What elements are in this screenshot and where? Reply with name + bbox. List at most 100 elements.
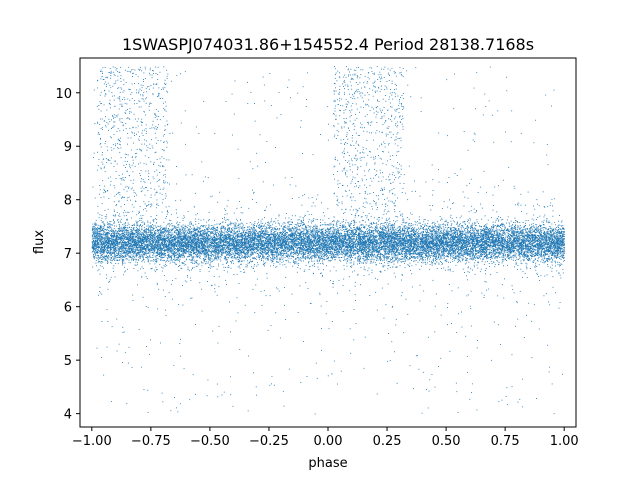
data-point xyxy=(345,226,347,227)
data-point xyxy=(457,232,459,234)
data-point xyxy=(124,235,126,237)
data-point xyxy=(171,258,173,260)
data-point xyxy=(363,250,365,252)
data-point xyxy=(308,229,310,230)
data-point xyxy=(514,224,516,226)
data-point xyxy=(517,249,519,250)
data-point xyxy=(233,252,235,254)
data-point xyxy=(207,253,208,255)
data-point xyxy=(447,240,448,242)
data-point xyxy=(184,252,186,254)
data-point xyxy=(150,245,152,247)
data-point xyxy=(393,234,395,236)
data-point xyxy=(451,203,453,204)
data-point xyxy=(490,235,492,237)
data-point xyxy=(213,243,215,245)
data-point xyxy=(366,233,368,235)
data-point xyxy=(272,255,274,257)
data-point xyxy=(539,249,541,251)
data-point xyxy=(460,223,461,225)
data-point xyxy=(96,265,97,267)
data-point xyxy=(416,243,418,245)
data-point xyxy=(513,292,515,294)
data-point xyxy=(152,235,154,237)
data-point xyxy=(557,252,559,254)
data-point xyxy=(351,265,353,267)
data-point xyxy=(294,240,295,242)
data-point xyxy=(227,271,228,273)
data-point xyxy=(450,253,452,255)
data-point xyxy=(204,226,206,228)
data-point xyxy=(440,257,442,258)
data-point xyxy=(435,229,437,231)
data-point xyxy=(511,245,513,246)
data-point xyxy=(98,234,100,236)
data-point xyxy=(470,228,471,229)
data-point xyxy=(239,239,241,241)
data-point xyxy=(425,252,427,254)
data-point xyxy=(264,258,266,260)
data-point xyxy=(333,245,335,247)
data-point xyxy=(113,227,115,229)
data-point xyxy=(219,251,221,252)
data-point xyxy=(404,232,406,234)
data-point xyxy=(117,245,119,247)
data-point xyxy=(472,251,474,253)
data-point xyxy=(448,235,450,236)
data-point xyxy=(543,295,545,297)
data-point xyxy=(386,252,388,254)
data-point xyxy=(343,246,344,248)
data-point xyxy=(512,255,514,256)
data-point xyxy=(165,315,167,317)
data-point xyxy=(197,249,198,251)
data-point xyxy=(400,239,402,241)
data-point xyxy=(315,256,317,258)
data-point xyxy=(338,233,339,234)
data-point xyxy=(113,257,115,259)
data-point xyxy=(331,249,333,250)
data-point xyxy=(154,249,156,251)
data-point xyxy=(235,225,237,227)
data-point xyxy=(305,250,307,251)
data-point xyxy=(393,272,395,274)
data-point xyxy=(483,294,485,296)
data-point xyxy=(555,237,557,239)
data-point xyxy=(483,264,485,265)
data-point xyxy=(564,233,565,235)
data-point xyxy=(134,225,136,226)
data-point xyxy=(512,247,514,248)
data-point xyxy=(174,256,175,258)
data-point xyxy=(439,244,441,246)
data-point xyxy=(153,232,155,234)
data-point xyxy=(284,238,286,240)
data-point xyxy=(108,227,109,228)
data-point xyxy=(279,239,281,241)
data-point xyxy=(421,265,422,267)
data-point xyxy=(112,214,114,216)
data-point xyxy=(328,243,330,245)
data-point xyxy=(213,259,214,261)
data-point xyxy=(503,252,505,254)
data-point xyxy=(442,254,444,255)
data-point xyxy=(432,256,434,257)
data-point xyxy=(301,250,303,252)
data-point xyxy=(468,266,469,268)
data-point xyxy=(563,245,565,247)
data-point xyxy=(449,245,451,247)
data-point xyxy=(394,223,395,224)
data-point xyxy=(212,251,214,253)
data-point xyxy=(330,246,332,248)
data-point xyxy=(298,224,299,226)
data-point xyxy=(143,231,145,233)
data-point xyxy=(124,242,126,244)
data-point xyxy=(150,232,152,234)
data-point xyxy=(450,228,452,229)
data-point xyxy=(264,247,266,249)
data-point xyxy=(443,237,444,239)
data-point xyxy=(500,227,501,228)
data-point xyxy=(369,251,371,253)
data-point xyxy=(278,258,280,260)
data-point xyxy=(157,244,159,246)
data-point xyxy=(195,235,197,237)
data-point xyxy=(522,229,524,231)
